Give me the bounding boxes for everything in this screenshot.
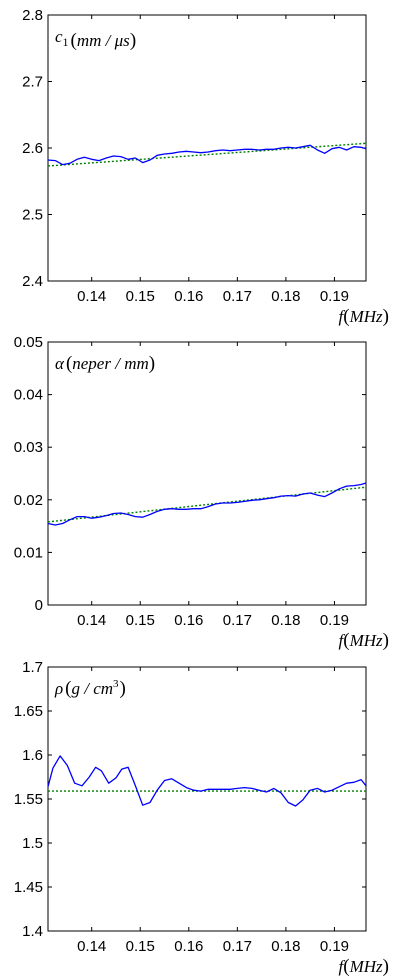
x-tick-label: 0.14 bbox=[77, 938, 106, 955]
x-tick-label: 0.14 bbox=[77, 288, 106, 305]
y-tick-label: 1.45 bbox=[14, 879, 43, 896]
quantity-label: α (neper / mm) bbox=[55, 353, 155, 374]
x-tick-label: 0.18 bbox=[271, 612, 300, 629]
plot-frame bbox=[47, 666, 367, 932]
x-tick-label: 0.19 bbox=[320, 288, 349, 305]
y-tick-label: 2.8 bbox=[22, 7, 43, 24]
x-tick-label: 0.15 bbox=[126, 288, 155, 305]
x-tick-label: 0.18 bbox=[271, 938, 300, 955]
y-tick-label: 0.03 bbox=[14, 439, 43, 456]
y-tick-label: 1.65 bbox=[14, 703, 43, 720]
x-tick-label: 0.19 bbox=[320, 938, 349, 955]
measured-line bbox=[47, 482, 367, 526]
y-tick-label: 0.05 bbox=[14, 334, 43, 351]
y-tick-label: 2.7 bbox=[22, 74, 43, 91]
x-tick-label: 0.15 bbox=[126, 612, 155, 629]
plot-frame bbox=[47, 341, 367, 606]
quantity-label: ρ (g / cm3) bbox=[54, 678, 126, 699]
quantity-label: c1 (mm / μs) bbox=[55, 27, 136, 51]
x-tick-label: 0.16 bbox=[174, 938, 203, 955]
x-tick-label: 0.16 bbox=[174, 288, 203, 305]
x-tick-label: 0.18 bbox=[271, 288, 300, 305]
y-tick-label: 1.5 bbox=[22, 835, 43, 852]
panel-2: 0 0.01 0.02 0.03 0.04 0.05 0.14 0.15 0.16 0.17 0.1… bbox=[14, 334, 389, 651]
x-tick-label: 0.14 bbox=[77, 612, 106, 629]
panel-1: 2.4 2.5 2.6 2.7 2.8 0.14 0.15 0.16 0.17 0.18 0.19 c… bbox=[22, 7, 389, 327]
x-axis-label: f(MHz) bbox=[339, 630, 389, 651]
x-axis-label: f(MHz) bbox=[339, 956, 389, 977]
x-axis-label: f(MHz) bbox=[339, 306, 389, 327]
y-tick-label: 1.4 bbox=[22, 923, 43, 940]
y-tick-label: 2.6 bbox=[22, 140, 43, 157]
panel-3: 1.4 1.45 1.5 1.55 1.6 1.65 1.7 0.14 0.15 0.16 0.17… bbox=[14, 659, 389, 977]
y-tick-label: 2.5 bbox=[22, 207, 43, 224]
x-tick-label: 0.15 bbox=[126, 938, 155, 955]
plot-frame bbox=[47, 14, 367, 282]
measured-line bbox=[47, 144, 367, 166]
x-tick-label: 0.17 bbox=[223, 288, 252, 305]
x-tick-label: 0.19 bbox=[320, 612, 349, 629]
y-tick-label: 0.01 bbox=[14, 544, 43, 561]
y-tick-label: 2.4 bbox=[22, 273, 43, 290]
x-tick-label: 0.16 bbox=[174, 612, 203, 629]
y-tick-label: 1.6 bbox=[22, 747, 43, 764]
measured-line bbox=[47, 755, 367, 807]
x-tick-label: 0.17 bbox=[223, 612, 252, 629]
y-tick-label: 0.04 bbox=[14, 387, 43, 404]
y-tick-label: 1.55 bbox=[14, 791, 43, 808]
y-tick-label: 0.02 bbox=[14, 492, 43, 509]
x-tick-label: 0.17 bbox=[223, 938, 252, 955]
y-tick-label: 1.7 bbox=[22, 659, 43, 676]
y-tick-label: 0 bbox=[35, 597, 43, 614]
